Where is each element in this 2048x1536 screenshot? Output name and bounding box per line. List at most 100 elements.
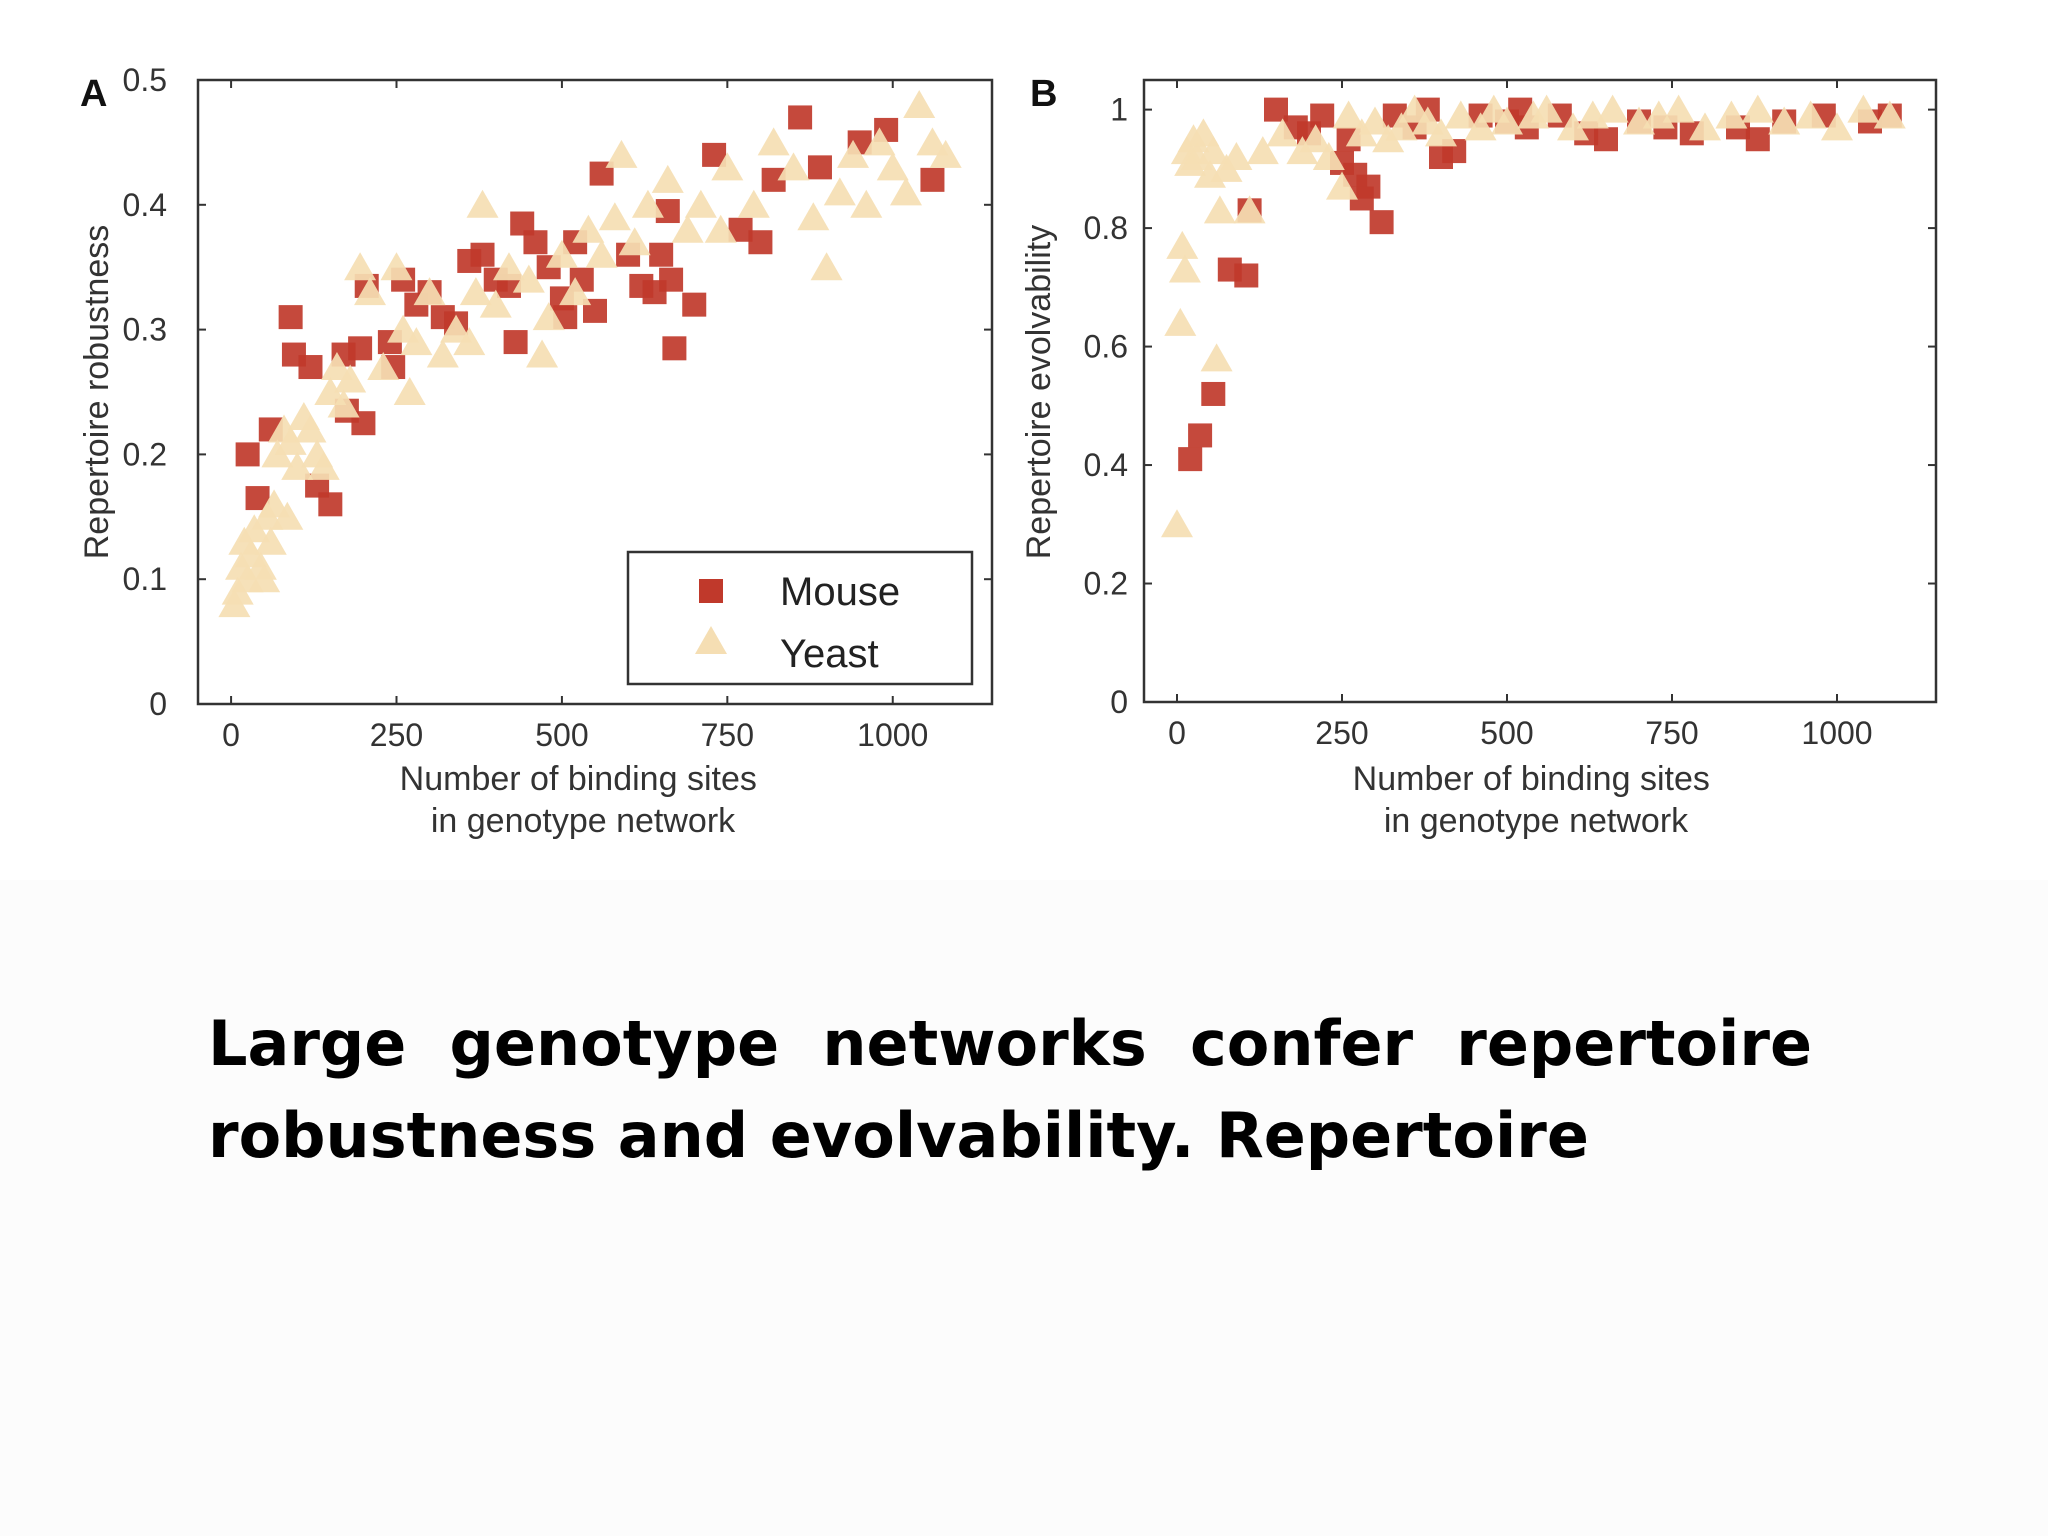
yeast-point [1768, 106, 1801, 135]
yeast-point [440, 314, 473, 343]
x-tick-label: 250 [370, 717, 423, 753]
mouse-point [1234, 263, 1259, 288]
mouse-point [649, 242, 674, 267]
x-tick-label: 0 [1168, 715, 1186, 751]
mouse-point [807, 155, 832, 180]
yeast-point [314, 377, 347, 405]
yeast-point [1168, 254, 1201, 283]
yeast-point [1873, 100, 1906, 129]
yeast-point [1312, 142, 1345, 171]
x-tick-label: 500 [535, 717, 588, 753]
yeast-point [1246, 136, 1279, 165]
yeast-point [777, 152, 810, 181]
yeast-point [605, 139, 638, 168]
mouse-point [1188, 423, 1213, 448]
yeast-point [704, 214, 737, 243]
mouse-point [920, 167, 945, 192]
x-tick-label: 750 [1645, 715, 1698, 751]
legend-mouse-label: Mouse [780, 570, 900, 614]
y-tick-label: 0.8 [1084, 210, 1128, 246]
yeast-point [254, 526, 287, 555]
yeast-point [671, 214, 704, 243]
yeast-point [1464, 112, 1497, 141]
x-tick-label: 750 [701, 717, 754, 753]
panel-b-plot-frame [1142, 78, 1938, 704]
yeast-point [1233, 195, 1266, 224]
yeast-point [863, 127, 896, 156]
yeast-point [585, 239, 618, 268]
yeast-point [387, 314, 420, 343]
yeast-point [618, 227, 651, 256]
yeast-point [400, 327, 433, 356]
y-tick-label: 1 [1110, 92, 1128, 128]
mouse-point [503, 330, 528, 355]
yeast-point [344, 252, 377, 281]
y-tick-label: 0.2 [123, 436, 167, 472]
yeast-point [271, 501, 304, 530]
mouse-point [748, 230, 773, 255]
mouse-point [1178, 447, 1203, 472]
yeast-point [453, 327, 486, 356]
yeast-point [367, 352, 400, 381]
yeast-point [1715, 100, 1748, 129]
y-tick-label: 0.5 [123, 62, 167, 98]
mouse-point [470, 242, 495, 267]
y-tick-label: 0.6 [1084, 329, 1128, 365]
yeast-point [466, 189, 499, 218]
yeast-point [651, 164, 684, 193]
yeast-point [823, 177, 856, 206]
slide-background [0, 880, 2048, 1536]
yeast-point [1689, 112, 1721, 141]
y-tick-label: 0.2 [1084, 566, 1128, 602]
legend-box [626, 550, 974, 686]
mouse-point [1356, 174, 1381, 199]
yeast-point [354, 277, 387, 306]
x-tick-label: 250 [1315, 715, 1368, 751]
panel-a-plot-frame [196, 78, 994, 706]
panel-b-label: B [1030, 73, 1057, 115]
figure: A 0 250 500 750 1000 0 0.1 0.2 0.3 0.4 0.5 Reperto… [78, 62, 1938, 840]
mouse-point [788, 105, 813, 130]
yeast-point [837, 139, 870, 168]
yeast-point [1491, 106, 1523, 135]
mouse-point [278, 305, 303, 330]
yeast-point [684, 189, 717, 218]
yeast-point [876, 152, 909, 181]
yeast-point [1385, 112, 1418, 141]
yeast-point [281, 451, 314, 480]
mouse-point [348, 336, 373, 361]
panel-b-y-axis-title: Repertoire evolvability [1020, 225, 1058, 560]
yeast-point [1821, 112, 1853, 141]
mouse-point [682, 292, 707, 317]
yeast-point [1164, 307, 1197, 336]
y-tick-label: 0.3 [123, 312, 167, 348]
yeast-point [1161, 509, 1193, 538]
yeast-point [393, 377, 426, 405]
yeast-point [327, 389, 360, 418]
yeast-point [1557, 112, 1589, 141]
x-tick-label: 500 [1480, 715, 1533, 751]
panel-b-points [1161, 94, 1906, 538]
yeast-point [737, 189, 770, 218]
panel-a-ticks: 0 250 500 750 1000 0 0.1 0.2 0.3 0.4 0.5 [123, 62, 992, 753]
yeast-point [889, 177, 922, 206]
yeast-point [1166, 230, 1199, 259]
x-tick-label: 1000 [857, 717, 928, 753]
yeast-point [1425, 118, 1457, 147]
panel-a-label: A [80, 73, 107, 115]
yeast-point [1794, 100, 1827, 129]
y-tick-label: 0.4 [1084, 447, 1128, 483]
mouse-point [1369, 210, 1394, 235]
mouse-point [298, 355, 323, 380]
panel-b: B 0 250 500 750 1000 0 0.2 0.4 0.6 0.8 1 Repertoir… [1020, 73, 1938, 840]
panel-b-ticks: 0 250 500 750 1000 0 0.2 0.4 0.6 0.8 1 [1084, 80, 1936, 751]
yeast-point [929, 139, 962, 168]
mouse-point [1745, 127, 1770, 152]
y-tick-label: 0.1 [123, 561, 167, 597]
yeast-point [492, 252, 525, 281]
yeast-point [797, 202, 830, 231]
yeast-point [1359, 106, 1391, 135]
mouse-point [659, 267, 684, 292]
yeast-point [532, 302, 565, 331]
y-tick-label: 0 [149, 686, 167, 722]
